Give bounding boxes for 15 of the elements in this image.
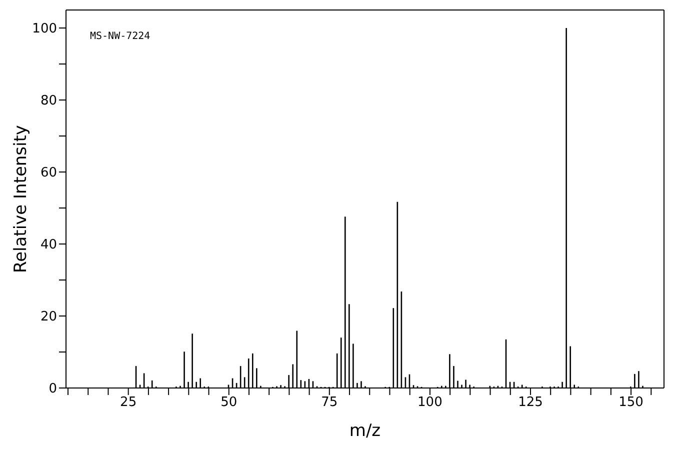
x-tick-label: 75	[321, 395, 338, 410]
y-tick-label: 40	[40, 238, 57, 253]
y-tick-label: 20	[40, 310, 57, 325]
annotation: MS-NW-7224	[90, 31, 150, 42]
x-tick-label: 25	[120, 395, 137, 410]
x-tick-label: 150	[618, 395, 644, 410]
y-tick-label: 0	[48, 382, 57, 397]
x-tick-label: 50	[220, 395, 238, 410]
y-tick-label: 60	[40, 166, 57, 181]
x-tick-label: 125	[518, 395, 543, 410]
y-tick-label: 100	[32, 22, 57, 37]
y-axis-title: Relative Intensity	[11, 125, 32, 273]
x-tick-label: 100	[418, 395, 442, 410]
x-axis-title: m/z	[349, 421, 381, 441]
y-tick-label: 80	[40, 94, 57, 109]
